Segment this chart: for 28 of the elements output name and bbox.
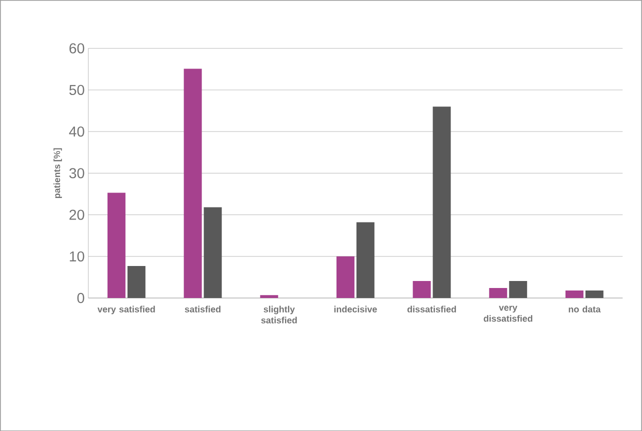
y-tick-label: 10 <box>70 251 84 262</box>
x-tick-label: dissatisfied <box>407 306 456 312</box>
bar <box>260 294 278 298</box>
x-tick-label: very dissatisfied <box>484 306 532 322</box>
y-tick-label: 40 <box>69 126 84 137</box>
x-tick-label: slightly satisfied <box>261 306 297 324</box>
y-tick-label: 0 <box>77 292 84 303</box>
y-tick-label: 60 <box>70 43 84 54</box>
bar <box>489 288 508 298</box>
y-tick-label: 50 <box>69 84 84 95</box>
bar <box>585 290 604 298</box>
y-tick-label: 30 <box>69 168 84 178</box>
y-axis-title: patients [%] <box>54 148 62 198</box>
bar <box>204 207 222 298</box>
bar <box>107 192 126 298</box>
bar <box>509 280 528 298</box>
bar <box>412 280 431 298</box>
bar <box>127 266 146 298</box>
bar <box>184 68 202 298</box>
bar <box>336 256 354 298</box>
bar <box>356 222 374 298</box>
bar <box>565 290 584 298</box>
x-tick-label: satisfied <box>184 306 220 312</box>
x-tick-label: no data <box>568 306 601 312</box>
x-tick-label: very satisfied <box>98 306 155 314</box>
bar <box>432 106 451 298</box>
y-tick-label: 20 <box>69 210 84 220</box>
x-tick-label: indecisive <box>334 306 377 312</box>
